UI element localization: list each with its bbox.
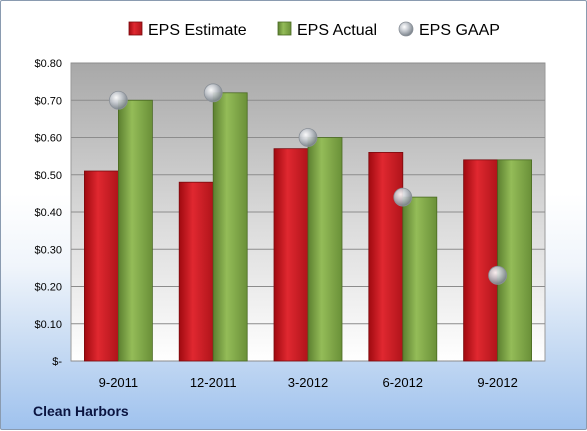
legend-label: EPS Actual: [297, 22, 377, 39]
x-tick-label: 6-2012: [383, 375, 423, 390]
bar-eps-actual: [307, 137, 343, 362]
bar-eps-estimate: [273, 148, 309, 362]
bar-eps-actual: [212, 92, 248, 362]
x-tick-label: 9-2012: [477, 375, 517, 390]
point-eps-gaap: [393, 187, 413, 207]
y-tick-label: $0.20: [34, 282, 62, 294]
point-eps-gaap: [203, 83, 223, 103]
y-tick-label: $0.40: [34, 207, 62, 219]
y-tick-label: $0.60: [34, 133, 62, 145]
legend-label: EPS GAAP: [419, 22, 500, 39]
bar-eps-estimate: [178, 181, 214, 362]
point-eps-gaap: [488, 265, 508, 285]
bar-eps-estimate: [84, 170, 119, 362]
legend-swatch: [128, 21, 143, 36]
legend-swatch: [277, 21, 292, 36]
y-tick-label: $0.70: [34, 95, 62, 107]
y-tick-label: $0.10: [34, 319, 62, 331]
x-tick-label: 12-2011: [190, 375, 237, 390]
point-eps-gaap: [298, 128, 318, 147]
bar-eps-actual: [118, 99, 153, 362]
x-tick-label: 3-2012: [288, 375, 328, 390]
bar-eps-actual: [402, 196, 438, 362]
y-tick-label: $0.50: [34, 170, 62, 182]
bar-eps-actual: [497, 159, 533, 362]
y-tick-label: $0.80: [34, 58, 62, 70]
x-tick-label: 9-2011: [99, 375, 139, 390]
point-eps-gaap: [109, 90, 128, 110]
y-tick-label: $-: [52, 356, 62, 368]
legend-label: EPS Estimate: [148, 22, 247, 39]
bar-eps-estimate: [463, 159, 499, 362]
bar-eps-estimate: [368, 151, 404, 362]
y-tick-label: $0.30: [34, 244, 62, 256]
legend-swatch: [398, 21, 414, 37]
company-name: Clean Harbors: [33, 403, 129, 419]
